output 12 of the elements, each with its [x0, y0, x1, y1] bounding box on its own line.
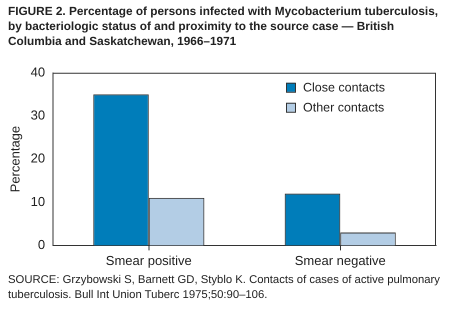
y-tick-label: 10 — [30, 194, 46, 209]
legend-label: Other contacts — [303, 100, 384, 114]
chart-title: FIGURE 2. Percentage of persons infected with Mycobacterium tuberculosis, by bacteriologic status of and proximity to the source case — British Columbia and Saskatchewan, 1966–1971 — [8, 4, 440, 49]
y-tick-label: 40 — [30, 64, 46, 80]
legend-label: Close contacts — [303, 80, 385, 94]
y-tick-label: 20 — [30, 150, 46, 166]
y-tick-label: 0 — [38, 236, 46, 252]
x-tick-label: Smear positive — [106, 252, 192, 268]
y-axis-title: Percentage — [7, 126, 22, 192]
x-tick-label: Smear negative — [294, 252, 386, 268]
source-note: SOURCE: Grzybowski S, Barnett GD, Styblo K. Contacts of cases of active pulmonary tuberculosis. Bull Int Union Tuberc 1975;50:90–106. — [8, 273, 441, 303]
y-tick-label: 30 — [30, 108, 46, 123]
